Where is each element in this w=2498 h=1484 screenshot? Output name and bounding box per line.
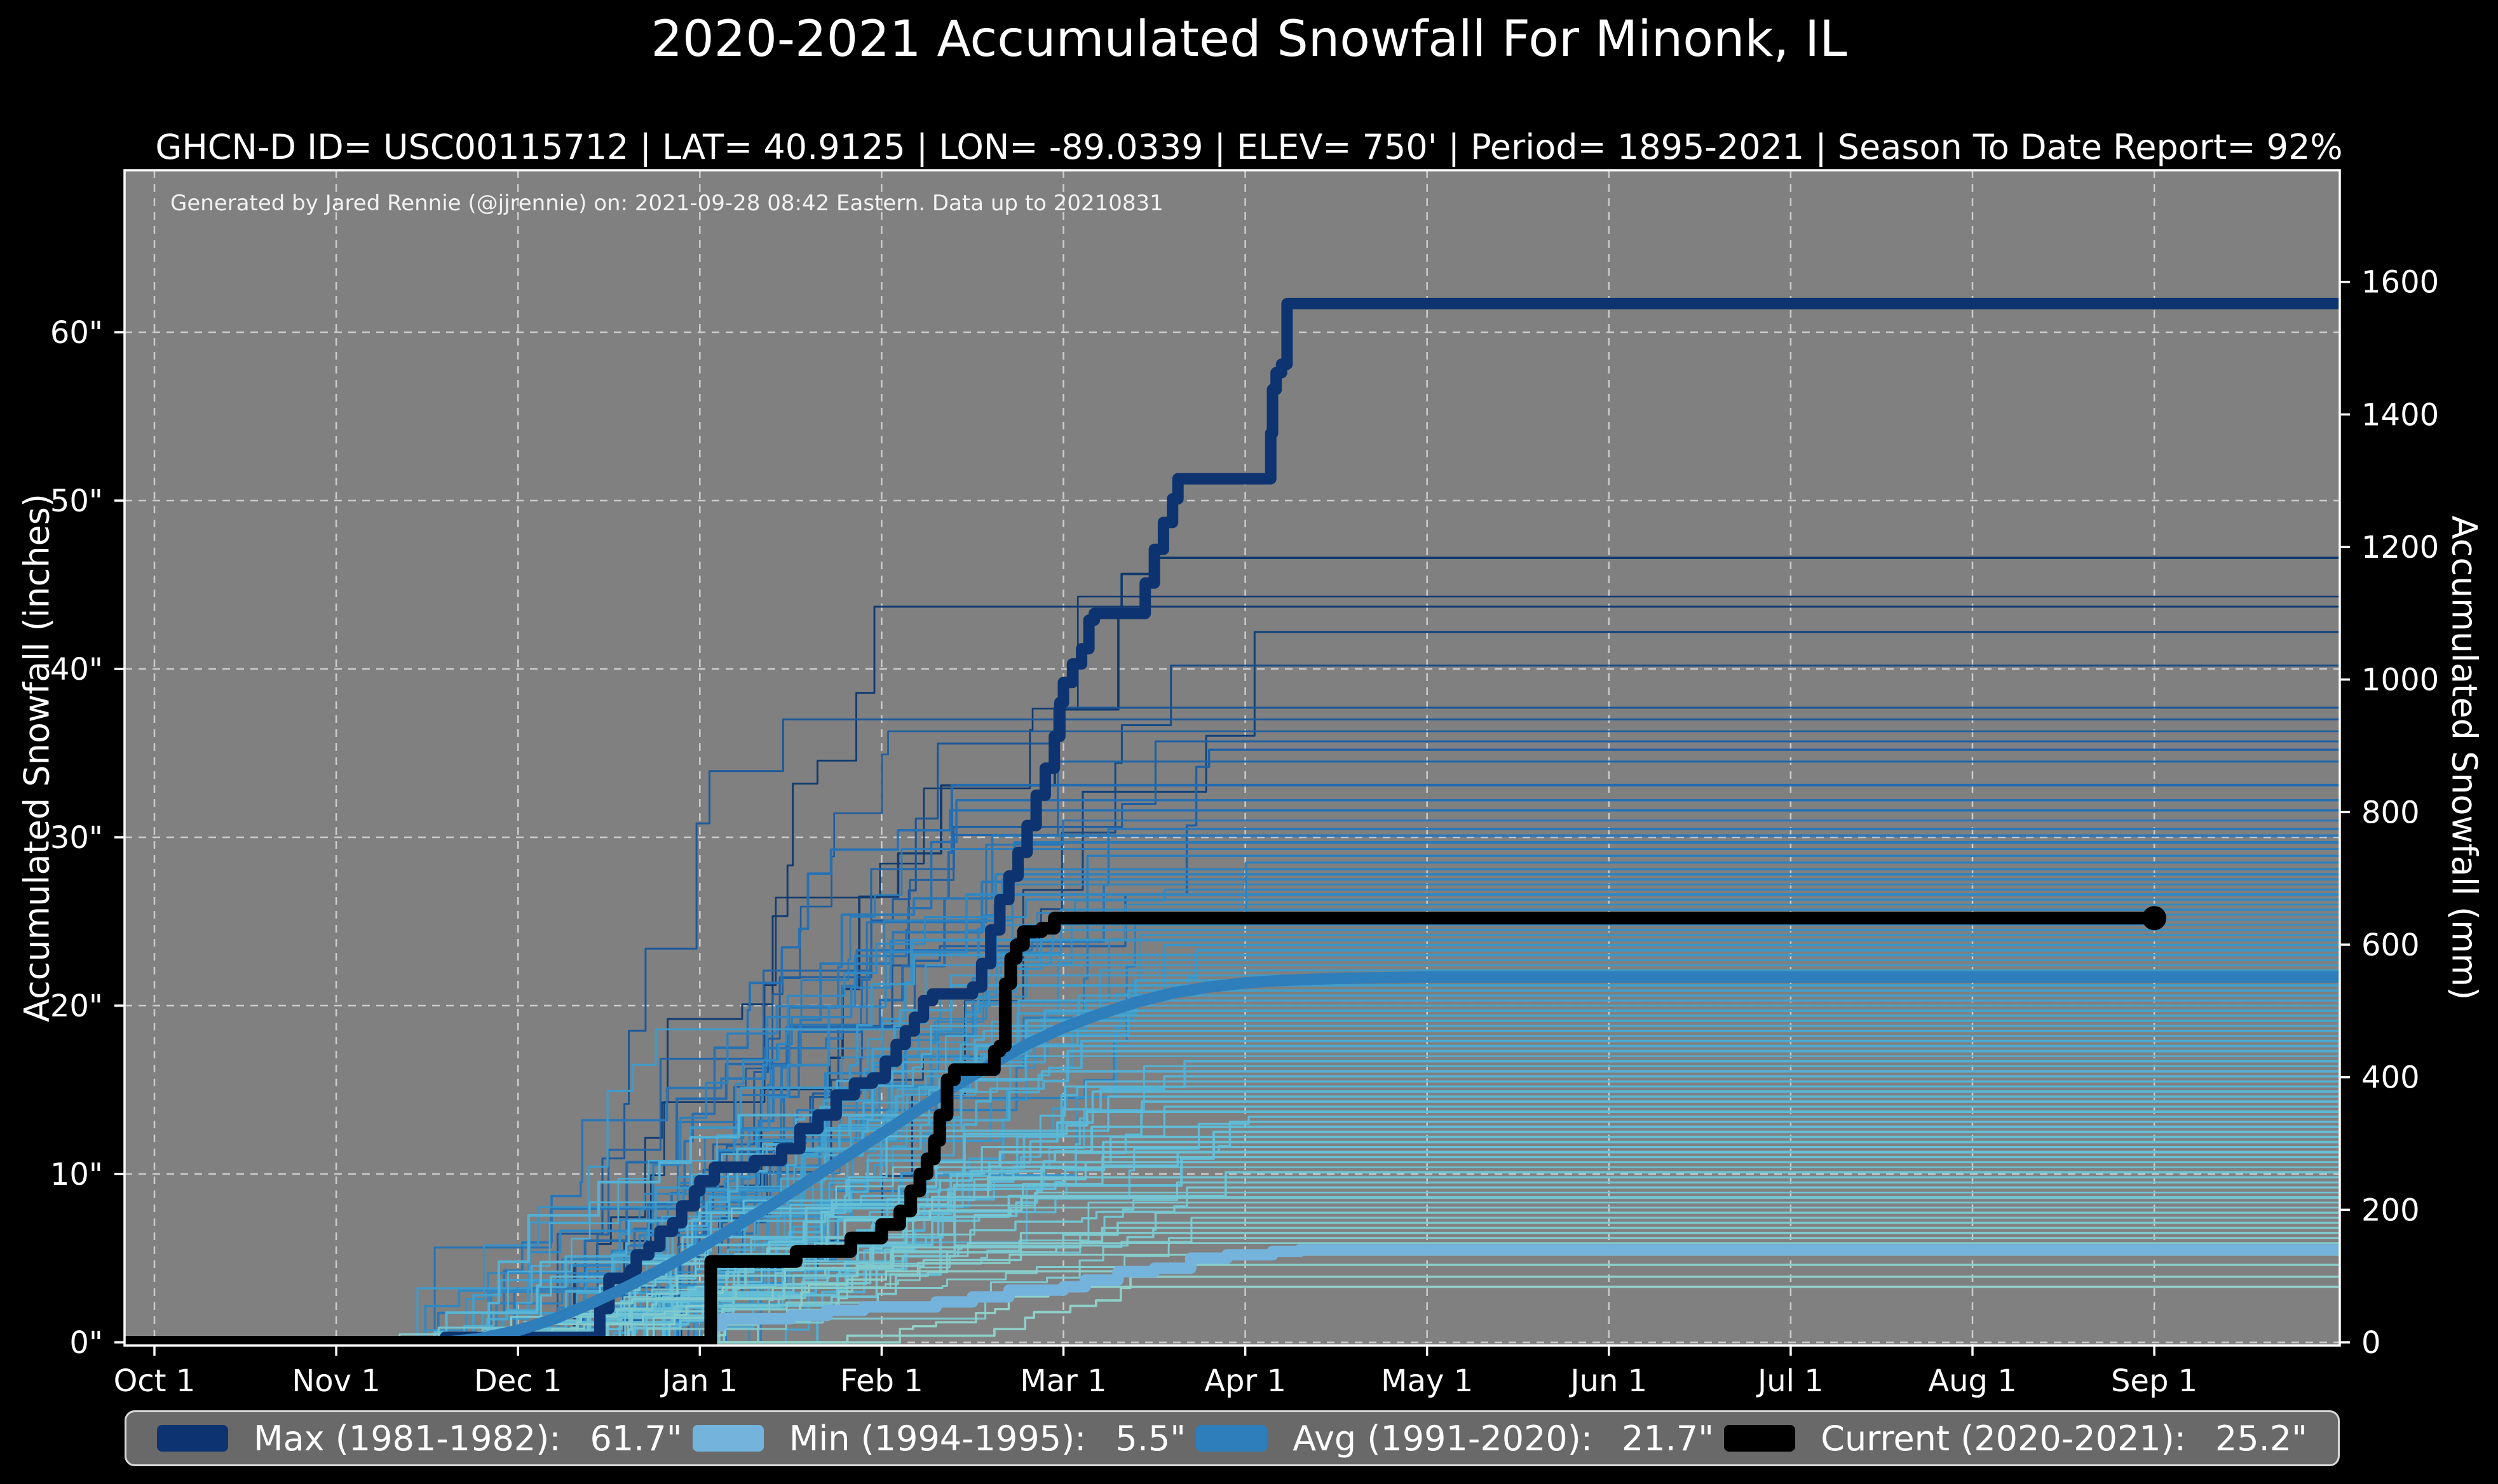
legend-label-avg: Avg (1991-2020): (1293, 1418, 1593, 1459)
legend-entry-current: Current (2020-2021): 25.2" (1724, 1419, 2307, 1459)
season-line (125, 1275, 2340, 1344)
x-tick-label: Feb 1 (840, 1363, 923, 1399)
y-tick-label-inches: 50" (50, 483, 103, 519)
x-tick-label: Apr 1 (1204, 1363, 1286, 1399)
y-axis-label-mm: Accumulated Snowfall (mm) (2444, 515, 2485, 1001)
max-line (125, 297, 2340, 1346)
y-tick-label-mm: 1000 (2361, 663, 2439, 698)
y-tick-label-mm: 0 (2361, 1325, 2381, 1361)
season-line (125, 1035, 2340, 1344)
season-line (125, 834, 2340, 1344)
legend-swatch-avg-icon (1196, 1425, 1268, 1452)
season-line (125, 898, 2340, 1344)
current-line (125, 912, 2161, 1346)
gridlines (125, 170, 2340, 1346)
y-tick-label-mm: 400 (2361, 1060, 2420, 1096)
plot-spines (123, 169, 2341, 1347)
legend-swatch-min-icon (692, 1425, 764, 1452)
legend-entry-avg: Avg (1991-2020): 21.7" (1196, 1419, 1714, 1459)
legend-label-current: Current (2020-2021): (1821, 1418, 2186, 1459)
season-line (125, 1242, 2340, 1344)
y-tick-label-mm: 1200 (2361, 530, 2439, 565)
x-tick-label: Nov 1 (292, 1363, 380, 1399)
legend-value-max: 61.7" (590, 1418, 682, 1459)
season-line (125, 1140, 2340, 1344)
season-line (125, 893, 2340, 1344)
x-tick-label: Oct 1 (114, 1363, 196, 1399)
page-title: 2020-2021 Accumulated Snowfall For Minon… (651, 11, 1847, 68)
legend: Max (1981-1982): 61.7" Min (1994-1995): … (125, 1410, 2340, 1466)
avg-line (125, 971, 2340, 1346)
y-axis-label-inches: Accumulated Snowfall (inches) (17, 494, 57, 1022)
plot-area (125, 170, 2340, 1346)
y-tick-label-inches: 10" (50, 1157, 103, 1192)
season-line (125, 783, 2340, 1344)
season-line (125, 819, 2340, 1344)
season-line (125, 1090, 2340, 1344)
x-tick-label: May 1 (1381, 1363, 1473, 1399)
legend-swatch-max-icon (157, 1425, 228, 1452)
y-tick-label-mm: 800 (2361, 795, 2420, 830)
legend-label-max: Max (1981-1982): (254, 1418, 561, 1459)
season-line (125, 718, 2340, 1344)
y-tick-label-inches: 40" (50, 652, 103, 687)
season-line (125, 873, 2340, 1344)
legend-entry-max: Max (1981-1982): 61.7" (157, 1419, 682, 1459)
axis-ticks (114, 280, 2350, 1356)
legend-value-min: 5.5" (1115, 1418, 1186, 1459)
legend-entry-min: Min (1994-1995): 5.5" (692, 1418, 1186, 1459)
y-tick-label-mm: 600 (2361, 928, 2420, 963)
season-line (125, 605, 2340, 1344)
y-tick-label-mm: 1400 (2361, 397, 2439, 433)
x-tick-label: Jun 1 (1568, 1363, 1647, 1399)
x-tick-label: Jan 1 (660, 1363, 738, 1399)
x-tick-label: Dec 1 (474, 1363, 562, 1399)
min-line (125, 1244, 2340, 1346)
y-tick-label-mm: 200 (2361, 1192, 2420, 1228)
season-line (125, 974, 2340, 1344)
plot-border (123, 169, 2341, 1347)
y-tick-label-mm: 1600 (2361, 265, 2439, 300)
y-tick-label-inches: 30" (50, 820, 103, 856)
x-tick-label: Jul 1 (1756, 1363, 1824, 1399)
x-tick-label: Aug 1 (1928, 1363, 2017, 1399)
y-tick-label-inches: 60" (50, 315, 103, 351)
plot-background (125, 170, 2340, 1346)
season-line (125, 1227, 2340, 1344)
generated-by-annotation: Generated by Jared Rennie (@jjrennie) on… (170, 191, 1164, 216)
legend-swatch-current-icon (1724, 1425, 1796, 1452)
season-line (125, 1196, 2340, 1344)
axis-tick-labels: Oct 1 Nov 1 Dec 1 Jan 1 Feb 1 Mar 1 Apr 1 May 1… (50, 265, 2439, 1399)
season-line (125, 1211, 2340, 1344)
legend-value-current: 25.2" (2215, 1418, 2307, 1459)
season-line (125, 1285, 2340, 1344)
y-tick-label-inches: 20" (50, 988, 103, 1024)
x-tick-label: Sep 1 (2111, 1363, 2197, 1399)
season-line (125, 1070, 2340, 1344)
x-tick-label: Mar 1 (1020, 1363, 1106, 1399)
main-series-lines (125, 297, 2340, 1346)
legend-label-min: Min (1994-1995): (789, 1418, 1087, 1459)
current-end-marker-icon (2142, 906, 2167, 931)
legend-value-avg: 21.7" (1622, 1418, 1714, 1459)
y-tick-label-inches: 0" (69, 1325, 103, 1361)
station-subtitle: GHCN-D ID= USC00115712 | LAT= 40.9125 | … (155, 127, 2343, 167)
